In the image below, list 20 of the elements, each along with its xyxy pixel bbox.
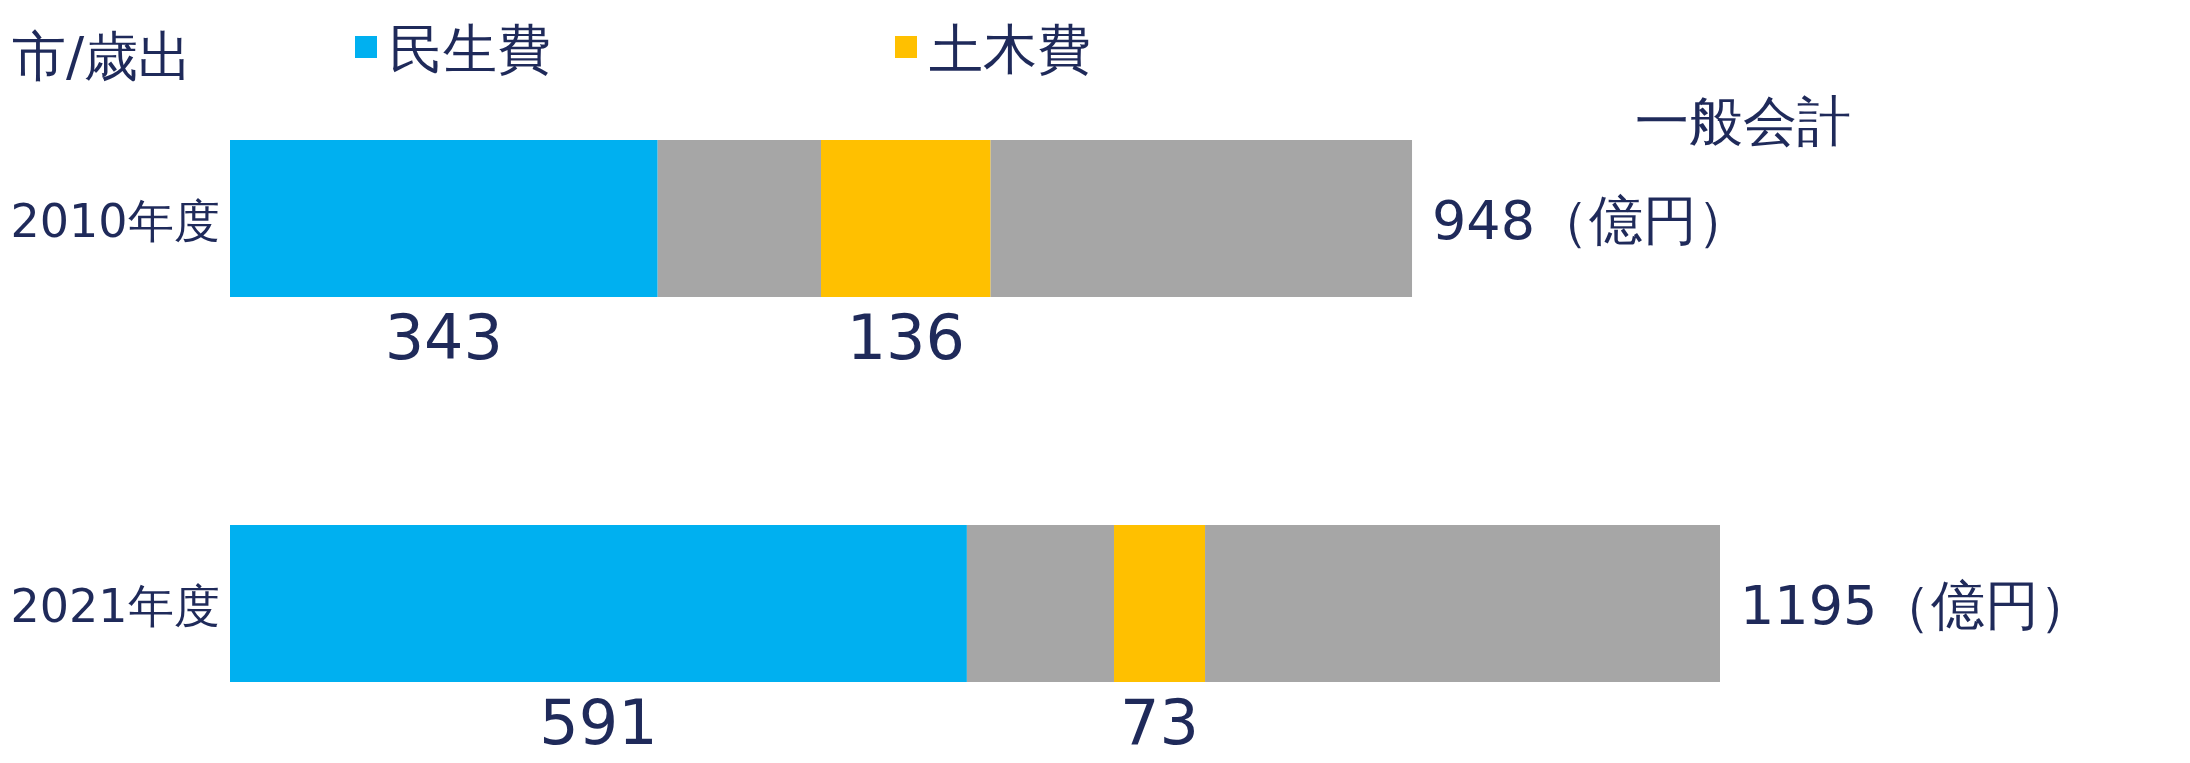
- bar: [657, 140, 822, 297]
- y-tick-label: 2010年度: [10, 193, 220, 248]
- y-tick-label: 2021年度: [10, 578, 220, 633]
- annotation: 一般会計: [1635, 90, 1851, 153]
- total-label: 1195（億円）: [1740, 573, 2094, 637]
- bar: [990, 140, 1413, 297]
- data-label: 136: [846, 301, 965, 374]
- data-label: 591: [539, 686, 658, 759]
- total-label: 948（億円）: [1432, 188, 1752, 252]
- bar: [1114, 525, 1206, 682]
- bar: [230, 525, 967, 682]
- bar: [966, 525, 1115, 682]
- data-label: 73: [1120, 686, 1199, 759]
- bar: [230, 140, 658, 297]
- data-label: 343: [384, 301, 504, 374]
- bar: [1205, 525, 1720, 682]
- legend-label: 民生費: [389, 18, 551, 81]
- legend-label: 土木費: [929, 18, 1091, 81]
- chart-title: 市/歳出: [12, 25, 193, 88]
- bar: [821, 140, 991, 297]
